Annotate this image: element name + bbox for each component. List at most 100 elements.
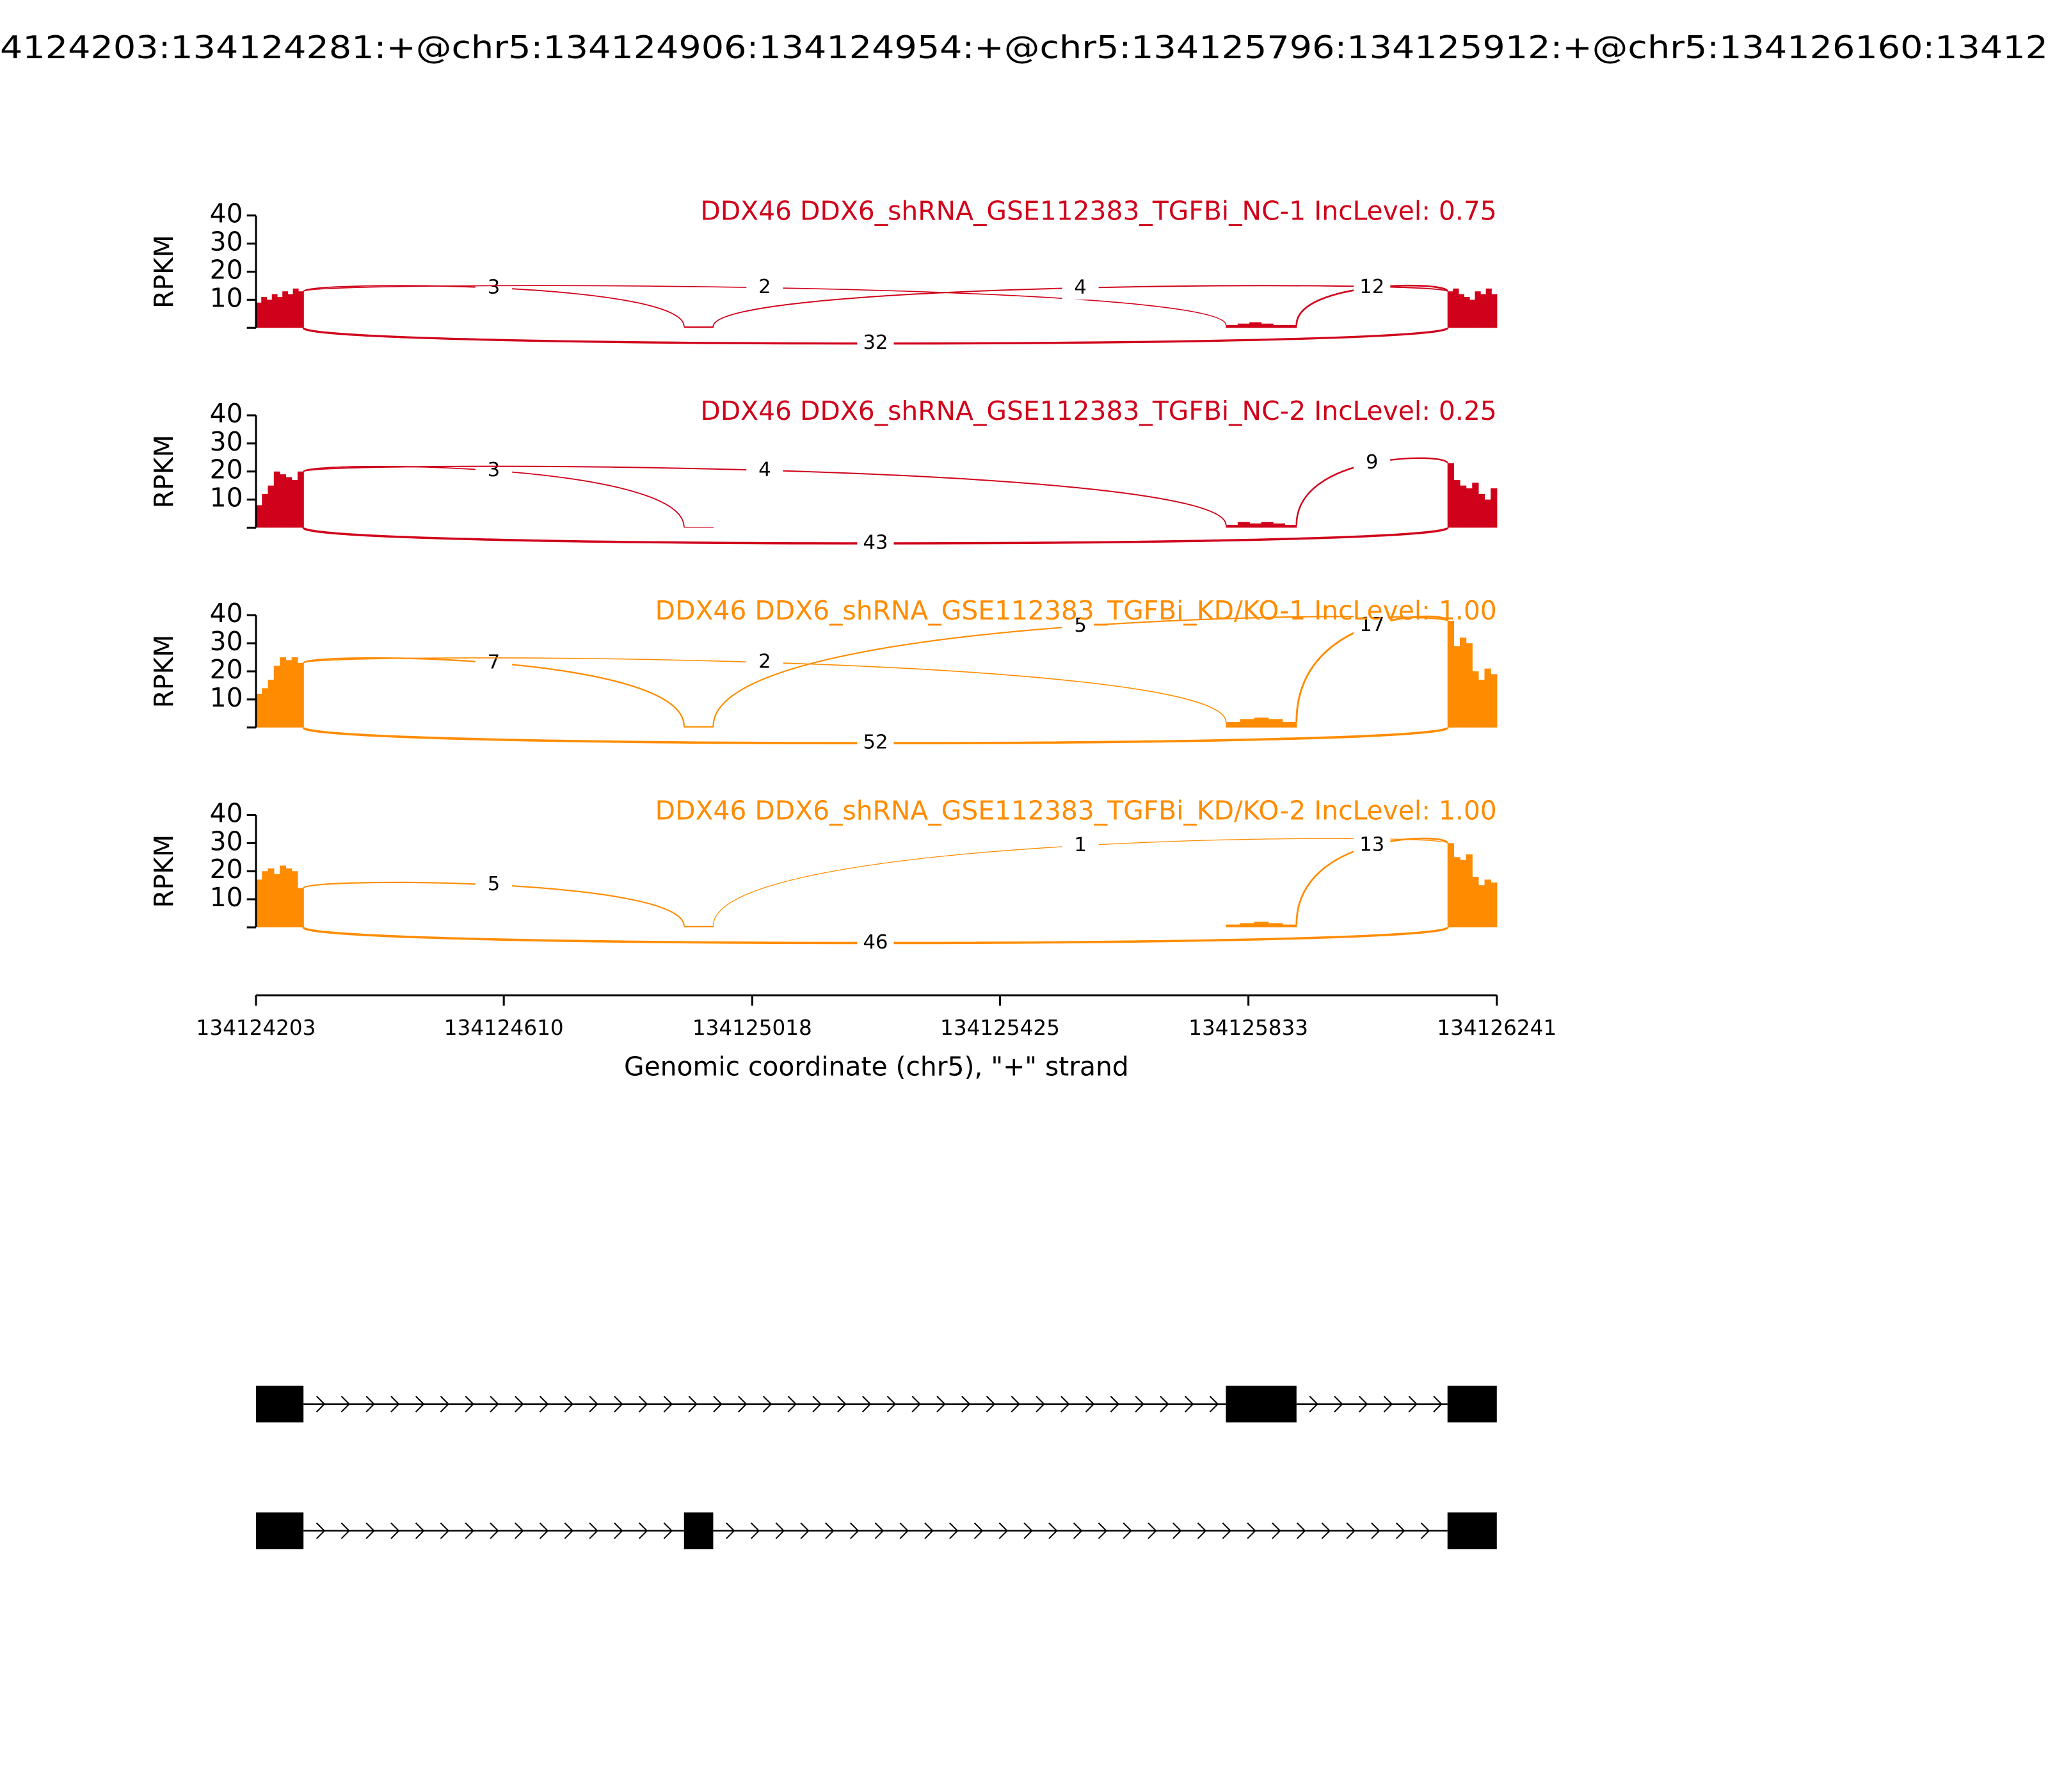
junction-label: 4: [758, 458, 771, 481]
coverage-bar: [1282, 721, 1297, 728]
strand-chevron: [490, 1522, 499, 1539]
strand-chevron: [886, 1395, 897, 1412]
coverage-bar: [280, 657, 286, 728]
coverage-bar: [280, 474, 286, 528]
junction-label: 3: [488, 459, 500, 481]
junction-label-bg: [1354, 614, 1391, 637]
strand-chevron: [1110, 1395, 1120, 1412]
strand-chevron: [638, 1395, 648, 1412]
junction-label-bg: [475, 458, 513, 483]
coverage-bar: [285, 868, 292, 927]
coverage-bar: [1453, 857, 1460, 927]
coverage-bar: [684, 527, 694, 528]
y-axis-label: RPKM: [148, 235, 179, 308]
coverage-bar: [1491, 674, 1498, 728]
strand-chevron: [465, 1395, 474, 1412]
panel-title: DDX46 DDX6_shRNA_GSE112383_TGFBi_NC-1 In…: [700, 196, 1496, 227]
y-tick-label: 10: [210, 282, 243, 313]
strand-chevron: [1420, 1522, 1430, 1539]
coverage-bar: [1226, 924, 1241, 927]
junction-label-bg: [1354, 276, 1391, 300]
junction-label-bg: [475, 276, 513, 300]
exon-box: [256, 1512, 304, 1549]
junction-label: 13: [1359, 834, 1384, 856]
coverage-bar: [1237, 323, 1250, 328]
junction-label: 12: [1359, 276, 1384, 298]
coverage-bar: [693, 726, 704, 728]
coverage-bar: [273, 874, 280, 927]
strand-chevron: [949, 1522, 959, 1539]
coverage-bar: [256, 302, 262, 328]
junction-label-bg: [857, 931, 894, 955]
coverage-bar: [693, 925, 704, 927]
exon-box: [1447, 1386, 1497, 1423]
y-axis-label: RPKM: [148, 635, 179, 708]
coverage-bar: [1484, 668, 1491, 728]
coverage-bar: [1240, 923, 1255, 927]
coverage-bar: [291, 871, 298, 927]
coverage-bar: [1254, 717, 1269, 728]
strand-chevron: [1222, 1522, 1232, 1539]
strand-chevron: [874, 1522, 884, 1539]
junction-label-bg: [857, 531, 894, 556]
coverage-bar: [684, 925, 694, 927]
strand-chevron: [936, 1395, 946, 1412]
coverage-bar: [262, 688, 269, 728]
coverage-bar: [282, 291, 289, 328]
strand-chevron: [365, 1395, 375, 1412]
coverage-bar: [1447, 621, 1454, 728]
strand-chevron: [1060, 1395, 1070, 1412]
coverage-bar: [1480, 294, 1487, 328]
strand-chevron: [998, 1522, 1009, 1539]
coverage-bar: [1475, 291, 1481, 328]
y-tick-label: 30: [210, 626, 243, 657]
coverage-bar: [266, 300, 273, 328]
strand-chevron: [775, 1522, 785, 1539]
junction-label: 5: [488, 873, 500, 895]
x-tick-label: 134126241: [1437, 1016, 1556, 1040]
junction-label-bg: [746, 650, 783, 675]
junction-label: 4: [1074, 276, 1086, 298]
coverage-bar: [297, 662, 304, 728]
coverage-bar: [1491, 882, 1498, 927]
strand-chevron: [465, 1522, 474, 1539]
strand-chevron: [924, 1522, 934, 1539]
coverage-bar: [285, 477, 292, 528]
strand-chevron: [1036, 1395, 1045, 1412]
coverage-bar: [1459, 860, 1467, 927]
junction-label: 46: [863, 931, 888, 954]
strand-chevron: [490, 1395, 499, 1412]
coverage-bar: [703, 527, 714, 528]
strand-chevron: [1383, 1395, 1393, 1412]
coverage-bar: [693, 527, 704, 528]
coverage-bar: [1447, 291, 1453, 328]
panel-title: DDX46 DDX6_shRNA_GSE112383_TGFBi_NC-2 In…: [700, 396, 1496, 426]
coverage-bar: [1254, 922, 1269, 927]
junction-label-bg: [746, 276, 783, 300]
coverage-bar: [1491, 488, 1498, 528]
strand-chevron: [1309, 1395, 1318, 1412]
coverage-bar: [268, 485, 275, 528]
coverage-bar: [1447, 843, 1454, 927]
coverage-bar: [1485, 288, 1492, 328]
strand-chevron: [1209, 1395, 1219, 1412]
coverage-bar: [1226, 525, 1238, 528]
junction-label: 43: [863, 531, 888, 554]
strand-chevron: [961, 1395, 971, 1412]
coverage-bar: [262, 493, 269, 528]
strand-chevron: [837, 1395, 847, 1412]
coverage-bar: [1268, 923, 1283, 927]
coverage-bar: [1447, 463, 1454, 528]
strand-chevron: [1334, 1395, 1343, 1412]
coverage-bar: [298, 291, 304, 328]
strand-chevron: [1197, 1522, 1207, 1539]
junction-label-bg: [857, 731, 894, 755]
junction-label: 1: [1074, 834, 1086, 856]
strand-chevron: [899, 1522, 909, 1539]
y-tick-label: 20: [210, 854, 243, 884]
junction-label-bg: [475, 651, 513, 675]
strand-chevron: [614, 1395, 623, 1412]
strand-chevron: [415, 1522, 425, 1539]
junction-label-bg: [1062, 276, 1099, 300]
y-tick-label: 30: [210, 826, 243, 856]
